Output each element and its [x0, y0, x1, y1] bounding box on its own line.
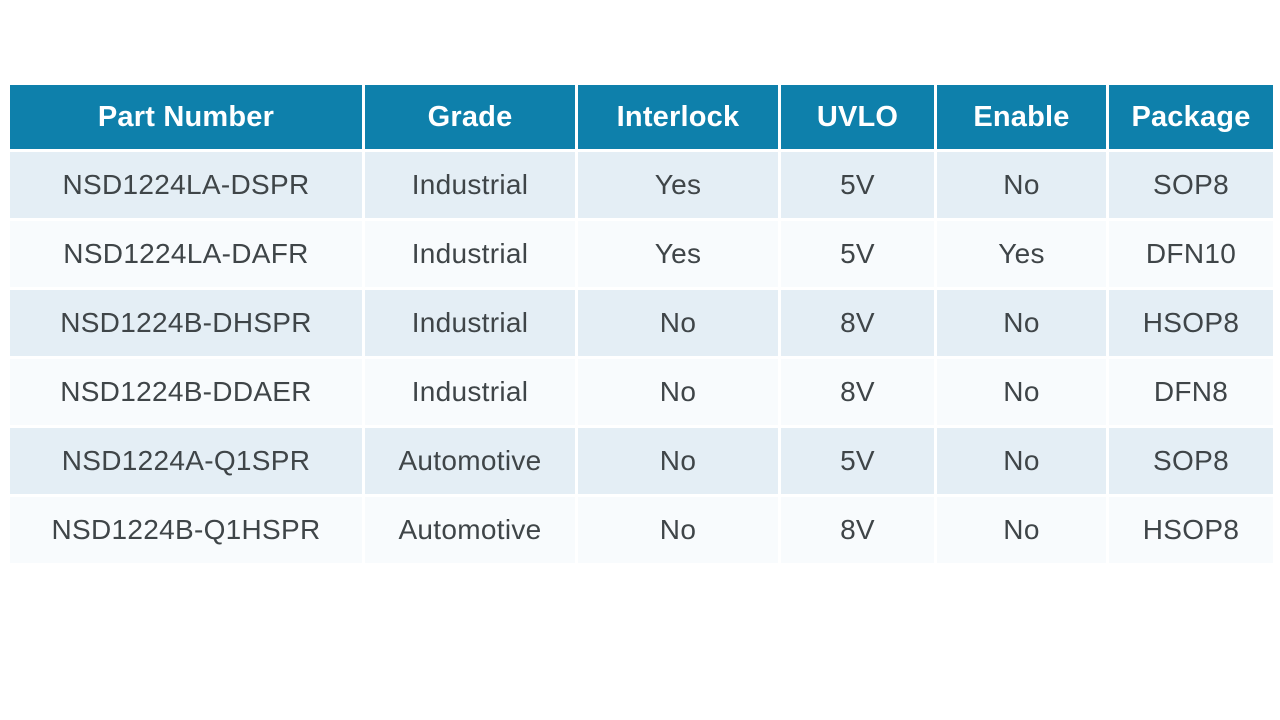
cell-grade: Industrial [362, 218, 578, 290]
cell-part-number: NSD1224A-Q1SPR [7, 425, 365, 497]
column-header-package: Package [1106, 82, 1276, 152]
cell-part-number: NSD1224LA-DSPR [7, 149, 365, 221]
cell-enable: No [934, 356, 1109, 428]
cell-uvlo: 5V [778, 149, 937, 221]
parts-selection-table: Part Number Grade Interlock UVLO Enable … [7, 82, 1276, 566]
cell-package: DFN10 [1106, 218, 1276, 290]
table-row: NSD1224B-DDAER Industrial No 8V No DFN8 [7, 356, 1276, 428]
cell-uvlo: 8V [778, 494, 937, 566]
cell-package: SOP8 [1106, 149, 1276, 221]
cell-part-number: NSD1224LA-DAFR [7, 218, 365, 290]
cell-interlock: No [575, 425, 781, 497]
cell-uvlo: 8V [778, 356, 937, 428]
cell-grade: Industrial [362, 356, 578, 428]
table-header-row: Part Number Grade Interlock UVLO Enable … [7, 82, 1276, 152]
cell-enable: No [934, 149, 1109, 221]
cell-interlock: Yes [575, 218, 781, 290]
cell-package: SOP8 [1106, 425, 1276, 497]
cell-part-number: NSD1224B-DDAER [7, 356, 365, 428]
table-row: NSD1224B-Q1HSPR Automotive No 8V No HSOP… [7, 494, 1276, 566]
parts-table: Part Number Grade Interlock UVLO Enable … [7, 82, 1276, 566]
cell-uvlo: 5V [778, 218, 937, 290]
cell-package: HSOP8 [1106, 287, 1276, 359]
column-header-uvlo: UVLO [778, 82, 937, 152]
column-header-grade: Grade [362, 82, 578, 152]
cell-part-number: NSD1224B-Q1HSPR [7, 494, 365, 566]
cell-uvlo: 8V [778, 287, 937, 359]
cell-package: HSOP8 [1106, 494, 1276, 566]
cell-interlock: Yes [575, 149, 781, 221]
cell-grade: Automotive [362, 425, 578, 497]
table-row: NSD1224A-Q1SPR Automotive No 5V No SOP8 [7, 425, 1276, 497]
column-header-part-number: Part Number [7, 82, 365, 152]
cell-enable: No [934, 287, 1109, 359]
cell-enable: No [934, 494, 1109, 566]
table-row: NSD1224LA-DSPR Industrial Yes 5V No SOP8 [7, 149, 1276, 221]
cell-interlock: No [575, 287, 781, 359]
cell-grade: Industrial [362, 287, 578, 359]
cell-uvlo: 5V [778, 425, 937, 497]
cell-package: DFN8 [1106, 356, 1276, 428]
cell-part-number: NSD1224B-DHSPR [7, 287, 365, 359]
column-header-interlock: Interlock [575, 82, 781, 152]
cell-interlock: No [575, 494, 781, 566]
table-row: NSD1224B-DHSPR Industrial No 8V No HSOP8 [7, 287, 1276, 359]
table-row: NSD1224LA-DAFR Industrial Yes 5V Yes DFN… [7, 218, 1276, 290]
cell-interlock: No [575, 356, 781, 428]
cell-grade: Industrial [362, 149, 578, 221]
cell-enable: Yes [934, 218, 1109, 290]
cell-enable: No [934, 425, 1109, 497]
column-header-enable: Enable [934, 82, 1109, 152]
cell-grade: Automotive [362, 494, 578, 566]
